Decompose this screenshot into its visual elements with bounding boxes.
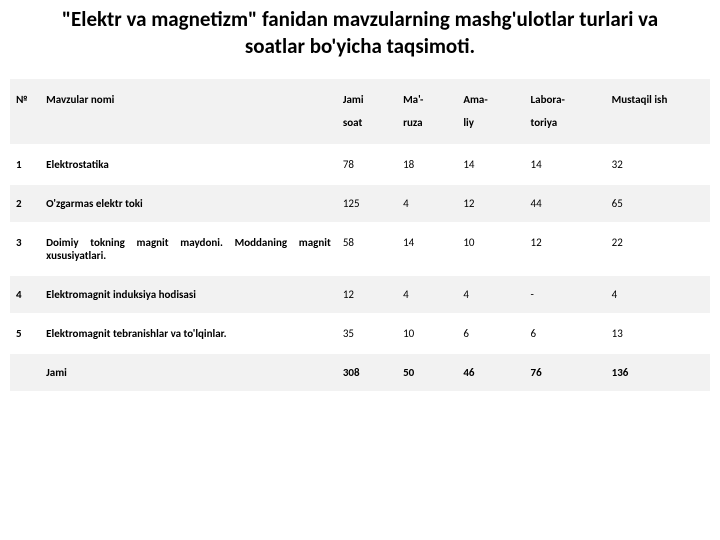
cell-num: [10, 353, 40, 392]
cell-num: 4: [10, 275, 40, 314]
cell-jami: 58: [337, 223, 397, 275]
page-title: "Elektr va magnetizm" fanidan mavzularni…: [0, 0, 720, 71]
cell-must: 32: [606, 145, 710, 184]
cell-jami: 125: [337, 184, 397, 223]
col-header-name: Mavzular nomi: [40, 79, 337, 145]
cell-name: O'zgarmas elektr toki: [40, 184, 337, 223]
table-row: 5Elektromagnit tebranishlar va to'lqinla…: [10, 314, 710, 353]
cell-ama: 6: [457, 314, 524, 353]
col-header-jami: Jamisoat: [337, 79, 397, 145]
cell-ma: 4: [397, 275, 457, 314]
table-row: 1Elektrostatika7818141432: [10, 145, 710, 184]
table-row: Jami308504676136: [10, 353, 710, 392]
cell-lab: 76: [525, 353, 606, 392]
cell-ama: 12: [457, 184, 524, 223]
cell-ma: 14: [397, 223, 457, 275]
cell-lab: 12: [525, 223, 606, 275]
cell-name: Elektromagnit induksiya hodisasi: [40, 275, 337, 314]
cell-lab: 44: [525, 184, 606, 223]
table-header-row: №Mavzular nomiJamisoatMa'-ruzaAma-liyLab…: [10, 79, 710, 145]
cell-jami: 308: [337, 353, 397, 392]
hours-table: №Mavzular nomiJamisoatMa'-ruzaAma-liyLab…: [10, 79, 710, 393]
col-header-num: №: [10, 79, 40, 145]
cell-ama: 46: [457, 353, 524, 392]
table-row: 3Doimiy tokning magnit maydoni. Moddanin…: [10, 223, 710, 275]
cell-ma: 50: [397, 353, 457, 392]
cell-name: Doimiy tokning magnit maydoni. Moddaning…: [40, 223, 337, 275]
cell-must: 4: [606, 275, 710, 314]
cell-ma: 18: [397, 145, 457, 184]
cell-ama: 10: [457, 223, 524, 275]
cell-num: 3: [10, 223, 40, 275]
table-row: 4Elektromagnit induksiya hodisasi1244-4: [10, 275, 710, 314]
cell-lab: 6: [525, 314, 606, 353]
col-header-must: Mustaqil ish: [606, 79, 710, 145]
cell-ama: 14: [457, 145, 524, 184]
cell-must: 136: [606, 353, 710, 392]
cell-jami: 12: [337, 275, 397, 314]
cell-lab: -: [525, 275, 606, 314]
cell-lab: 14: [525, 145, 606, 184]
cell-ma: 10: [397, 314, 457, 353]
cell-ama: 4: [457, 275, 524, 314]
col-header-ama: Ama-liy: [457, 79, 524, 145]
col-header-lab: Labora-toriya: [525, 79, 606, 145]
cell-must: 22: [606, 223, 710, 275]
cell-must: 13: [606, 314, 710, 353]
cell-num: 1: [10, 145, 40, 184]
cell-ma: 4: [397, 184, 457, 223]
cell-num: 5: [10, 314, 40, 353]
cell-name: Jami: [40, 353, 337, 392]
col-header-ma: Ma'-ruza: [397, 79, 457, 145]
cell-name: Elektrostatika: [40, 145, 337, 184]
table-row: 2O'zgarmas elektr toki1254124465: [10, 184, 710, 223]
cell-num: 2: [10, 184, 40, 223]
cell-jami: 35: [337, 314, 397, 353]
cell-jami: 78: [337, 145, 397, 184]
cell-name: Elektromagnit tebranishlar va to'lqinlar…: [40, 314, 337, 353]
cell-must: 65: [606, 184, 710, 223]
